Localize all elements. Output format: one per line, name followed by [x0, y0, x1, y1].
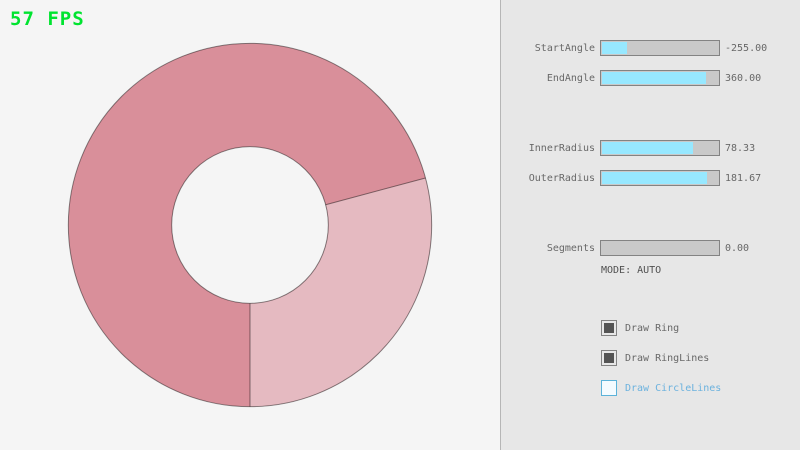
- slider-end-angle: EndAngle 360.00: [501, 70, 800, 86]
- slider-end-angle-value: 360.00: [725, 72, 762, 84]
- slider-outer-radius-label: OuterRadius: [528, 172, 595, 184]
- checkbox-draw-ringlines[interactable]: Draw RingLines: [601, 350, 709, 366]
- slider-start-angle-value: -255.00: [725, 42, 768, 54]
- checkbox-draw-ring-box[interactable]: [601, 320, 617, 336]
- ring-chart: [67, 42, 433, 408]
- slider-inner-radius-value: 78.33: [725, 142, 756, 154]
- checkbox-draw-circlelines-box[interactable]: [601, 380, 617, 396]
- slider-inner-radius-label: InnerRadius: [528, 142, 595, 154]
- checkbox-draw-ringlines-box[interactable]: [601, 350, 617, 366]
- slider-inner-radius-fill: [602, 142, 693, 154]
- slider-outer-radius-value: 181.67: [725, 172, 762, 184]
- fps-counter: 57 FPS: [10, 8, 85, 30]
- slider-segments-label: Segments: [546, 242, 595, 254]
- slider-start-angle-label: StartAngle: [534, 42, 595, 54]
- slider-segments-value: 0.00: [725, 242, 750, 254]
- slider-segments-track[interactable]: [600, 240, 720, 256]
- slider-end-angle-label: EndAngle: [546, 72, 595, 84]
- slider-inner-radius: InnerRadius 78.33: [501, 140, 800, 156]
- slider-outer-radius-track[interactable]: [600, 170, 720, 186]
- checkbox-draw-ring-label: Draw Ring: [625, 322, 680, 334]
- slider-end-angle-track[interactable]: [600, 70, 720, 86]
- slider-start-angle-fill: [602, 42, 628, 54]
- checkbox-draw-circlelines[interactable]: Draw CircleLines: [601, 380, 721, 396]
- checkbox-draw-circlelines-label: Draw CircleLines: [625, 382, 722, 394]
- slider-start-angle-track[interactable]: [600, 40, 720, 56]
- slider-outer-radius: OuterRadius 181.67: [501, 170, 800, 186]
- slider-end-angle-fill: [602, 72, 707, 84]
- slider-outer-radius-fill: [602, 172, 708, 184]
- checkbox-draw-ringlines-label: Draw RingLines: [625, 352, 710, 364]
- slider-start-angle: StartAngle -255.00: [501, 40, 800, 56]
- slider-segments: Segments 0.00: [501, 240, 800, 256]
- checkbox-draw-ring[interactable]: Draw Ring: [601, 320, 679, 336]
- slider-inner-radius-track[interactable]: [600, 140, 720, 156]
- segments-mode-text: MODE: AUTO: [601, 265, 662, 276]
- controls-panel: StartAngle -255.00 EndAngle 360.00 Inner…: [500, 0, 800, 450]
